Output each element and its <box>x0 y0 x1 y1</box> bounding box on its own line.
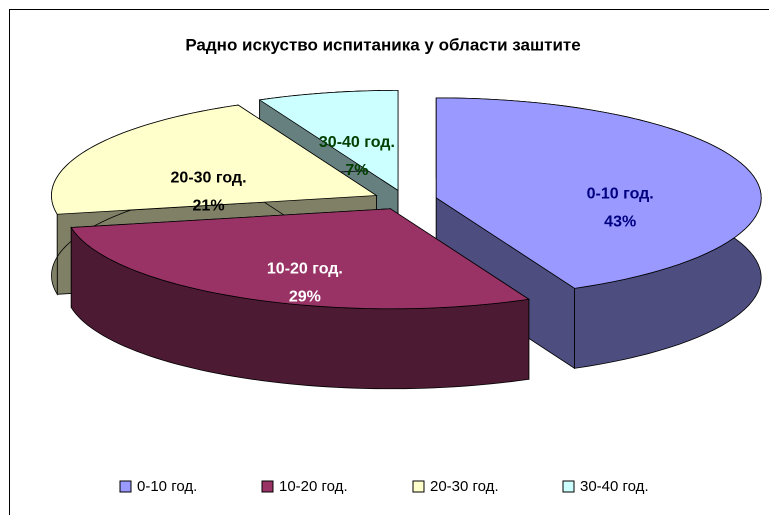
chart-title: Радно искуство испитаника у области зашт… <box>185 35 580 54</box>
slice <box>435 97 762 370</box>
legend-label: 30-40 год. <box>580 478 649 495</box>
data-label: 30-40 год. <box>319 134 395 151</box>
slice-top <box>435 97 762 289</box>
data-label: 0-10 год. <box>587 185 654 202</box>
legend-swatch <box>412 480 425 493</box>
data-label: 10-20 год. <box>267 261 343 278</box>
slice-top <box>51 104 378 215</box>
slice <box>70 208 530 390</box>
legend-label: 0-10 год. <box>137 478 197 495</box>
legend-label: 20-30 год. <box>430 478 499 495</box>
data-label: 21% <box>193 197 225 214</box>
data-label: 29% <box>289 289 321 306</box>
slice-top <box>258 89 399 192</box>
legend-label: 10-20 год. <box>279 478 348 495</box>
legend-swatch <box>562 480 575 493</box>
data-label: 7% <box>345 162 368 179</box>
data-label: 20-30 год. <box>171 169 247 186</box>
legend-swatch <box>119 480 132 493</box>
slice-top <box>70 208 530 310</box>
legend-swatch <box>261 480 274 493</box>
data-label: 43% <box>604 213 636 230</box>
